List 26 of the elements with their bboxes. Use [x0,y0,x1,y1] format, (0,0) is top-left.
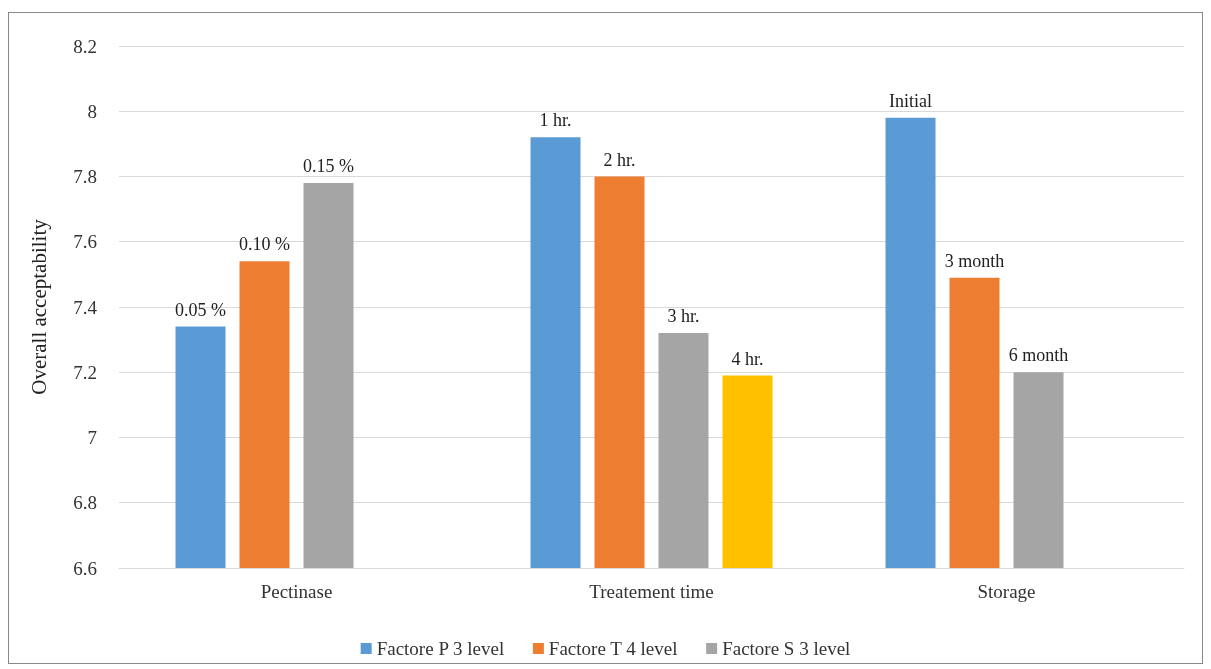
y-tick-label: 7 [87,427,97,448]
legend-label: Factore P 3 level [376,638,505,659]
y-tick-label: 6.8 [73,492,97,514]
y-tick-label: 7.8 [73,166,97,187]
annotation: 2 hr. [603,149,636,170]
y-tick-label: 7.4 [73,296,98,318]
annotation: 3 hr. [667,306,700,327]
y-tick-label: 6.6 [73,557,97,579]
annotation: 4 hr. [731,348,764,369]
annotation: 0.15 % [303,156,354,177]
x-tick-label: Storage [977,581,1036,602]
annotation: 0.10 % [239,234,290,255]
x-tick-label: Treatement time [589,581,714,602]
y-tick-label: 8 [87,100,97,122]
annotation: 1 hr. [539,110,572,131]
y-tick-label: 7.6 [73,231,97,253]
annotation: 0.05 % [175,299,226,320]
y-tick-label: 7.2 [73,361,97,383]
annotation: 3 month [944,250,1005,271]
annotation: Initial [889,90,932,111]
x-tick-label: Pectinase [260,581,333,602]
y-axis-title: Overall acceptability [26,218,51,395]
legend-label: Factore S 3 level [722,638,851,659]
y-tick-label: 8.2 [73,35,97,57]
legend-label: Factore T 4 level [548,638,678,659]
annotation: 6 month [1008,345,1069,366]
